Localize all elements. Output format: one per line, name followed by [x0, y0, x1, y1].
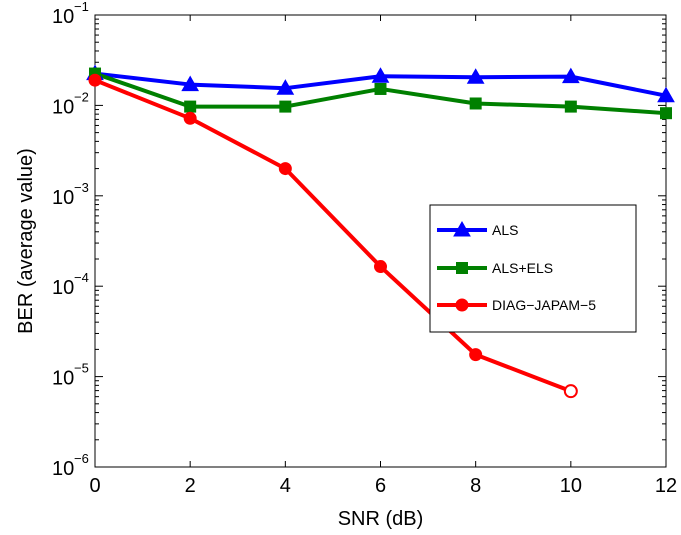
y-tick-label: 10 −5 [52, 361, 89, 390]
x-tick-label: 6 [375, 475, 386, 497]
x-tick-label: 12 [655, 475, 677, 497]
data-point-3 [469, 348, 483, 362]
data-point-2 [660, 107, 672, 120]
legend: ALS ALS+ELS DIAG−JAPAM−5 [429, 204, 637, 333]
data-point-1 [466, 68, 485, 84]
axis-ticks [94, 14, 667, 468]
legend-marker [455, 298, 469, 312]
data-point-1 [181, 75, 200, 92]
y-tick-label: 10 −6 [52, 451, 89, 480]
legend-marker [456, 262, 468, 274]
data-point-1 [276, 79, 295, 95]
data-point-2 [374, 82, 387, 95]
series-markers [86, 64, 675, 399]
data-point-2 [564, 100, 577, 113]
x-tick-label: 8 [470, 475, 481, 497]
y-tick-label: 10 −4 [52, 270, 89, 299]
data-point-2 [279, 100, 292, 113]
data-point-1 [657, 86, 675, 103]
legend-label: ALS+ELS [492, 260, 553, 276]
y-tick-exponent: −5 [74, 361, 89, 376]
data-point-3 [88, 73, 102, 87]
y-tick-label: 10 −2 [52, 89, 89, 118]
y-tick-exponent: −1 [74, 0, 89, 14]
x-tick-label: 0 [89, 475, 100, 497]
data-point-2 [469, 97, 482, 110]
y-tick-base: 10 [52, 277, 74, 299]
y-tick-base: 10 [52, 96, 74, 118]
data-point-3 [183, 111, 197, 125]
data-point-3 [374, 260, 387, 274]
legend-label: DIAG−JAPAM−5 [492, 297, 596, 313]
data-point-1 [561, 67, 580, 84]
x-tick-label: 2 [185, 475, 196, 497]
y-tick-base: 10 [52, 187, 74, 209]
y-tick-base: 10 [52, 458, 74, 480]
y-tick-exponent: −4 [74, 270, 89, 285]
y-tick-label: 10 −3 [52, 180, 89, 209]
y-tick-exponent: −2 [74, 89, 89, 104]
x-tick-labels: 0 2 4 6 8 10 12 [89, 475, 677, 497]
y-tick-label: 10 −1 [52, 0, 89, 28]
data-point-3 [278, 162, 292, 176]
y-tick-labels: 10−610−510−410−310−210−1 [52, 0, 89, 480]
y-tick-exponent: −3 [74, 180, 89, 195]
data-point-3 [563, 384, 578, 399]
y-tick-exponent: −6 [74, 451, 89, 466]
legend-entries: ALS ALS+ELS DIAG−JAPAM−5 [437, 220, 596, 313]
y-axis-label: BER (average value) [15, 148, 37, 334]
legend-label: ALS [492, 222, 518, 238]
series-line-3 [94, 78, 572, 394]
data-point-1 [371, 67, 390, 83]
x-axis-label: SNR (dB) [338, 508, 424, 530]
y-tick-base: 10 [52, 368, 74, 390]
legend-marker [453, 220, 471, 237]
data-point-2 [184, 100, 197, 113]
x-tick-label: 4 [280, 475, 291, 497]
y-tick-base: 10 [52, 6, 74, 28]
x-tick-label: 10 [560, 475, 582, 497]
